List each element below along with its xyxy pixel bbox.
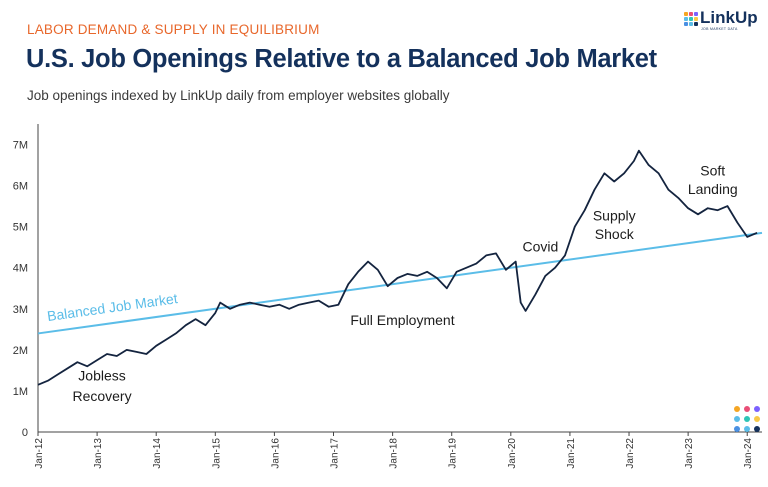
- chart-kicker: LABOR DEMAND & SUPPLY IN EQUILIBRIUM: [27, 22, 320, 37]
- y-tick-label: 1M: [13, 386, 28, 398]
- annotation-label: Landing: [688, 181, 738, 197]
- annotation-label: Shock: [595, 226, 635, 242]
- job-openings-line: [37, 149, 758, 386]
- annotation-label: Soft: [700, 162, 725, 178]
- x-tick-label: Jan-22: [625, 438, 636, 469]
- annotation-label: Supply: [593, 208, 636, 224]
- linkup-logo-icon: [684, 12, 698, 26]
- logo-tagline: JOB MARKET DATA: [701, 27, 738, 31]
- x-tick-label: Jan-24: [743, 438, 754, 469]
- balanced-market-line: [37, 231, 763, 335]
- brand-dots-icon: [734, 406, 760, 432]
- y-tick-label: 2M: [13, 345, 28, 357]
- y-tick-label: 0: [22, 427, 28, 439]
- balanced-market-label: Balanced Job Market: [46, 290, 179, 324]
- x-tick-label: Jan-23: [684, 438, 695, 469]
- x-tick-label: Jan-17: [330, 438, 341, 469]
- x-tick-label: Jan-21: [566, 438, 577, 469]
- y-tick-label: 6M: [13, 181, 28, 193]
- x-tick-label: Jan-19: [448, 438, 459, 469]
- y-tick-label: 4M: [13, 263, 28, 275]
- y-tick-label: 3M: [13, 304, 28, 316]
- x-tick-label: Jan-20: [507, 438, 518, 469]
- chart-subtitle: Job openings indexed by LinkUp daily fro…: [27, 88, 450, 103]
- annotation-label: Recovery: [72, 388, 131, 404]
- x-tick-label: Jan-16: [270, 438, 281, 469]
- linkup-logo: LinkUp JOB MARKET DATA: [684, 8, 762, 34]
- x-tick-label: Jan-14: [152, 438, 163, 469]
- y-tick-label: 5M: [13, 222, 28, 234]
- chart-title: U.S. Job Openings Relative to a Balanced…: [26, 45, 657, 73]
- x-tick-label: Jan-12: [34, 438, 45, 469]
- x-tick-label: Jan-15: [211, 438, 222, 469]
- annotation-label: Jobless: [78, 368, 125, 384]
- logo-wordmark: LinkUp: [700, 8, 758, 27]
- y-tick-label: 7M: [13, 140, 28, 152]
- annotation-label: Covid: [522, 238, 558, 254]
- x-tick-label: Jan-13: [93, 438, 104, 469]
- x-tick-label: Jan-18: [389, 438, 400, 469]
- annotation-label: Full Employment: [350, 312, 454, 328]
